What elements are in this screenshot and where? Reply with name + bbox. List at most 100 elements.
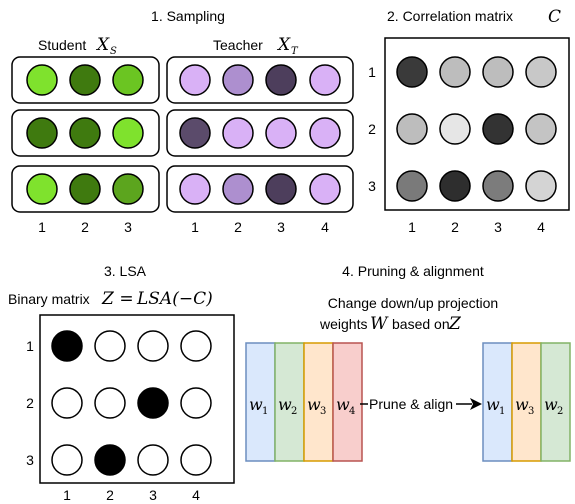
weight-label: w	[515, 395, 529, 414]
correlation-col-number: 4	[537, 219, 545, 235]
correlation-column-numbers: 1 2 3 4	[408, 219, 545, 235]
lsa-cell	[51, 444, 83, 476]
student-label: Student	[38, 37, 86, 53]
lsa-frame	[39, 314, 235, 484]
lsa-cell	[137, 330, 169, 362]
teacher-col-number: 4	[321, 219, 329, 235]
student-neuron	[112, 173, 144, 205]
weight-label: w	[544, 395, 558, 414]
correlation-row-number: 2	[368, 121, 376, 137]
pruning-caption-var: W	[370, 314, 389, 334]
pruning-caption-line1: Change down/up projection	[328, 295, 498, 311]
lsa-cell-selected	[137, 387, 169, 419]
weight-label: w	[307, 395, 321, 414]
lsa-row-numbers: 1 2 3	[26, 338, 34, 468]
student-sample-box	[11, 56, 160, 104]
student-neuron	[69, 64, 101, 96]
lsa-cell	[94, 387, 126, 419]
teacher-neuron	[309, 117, 341, 149]
lsa-caption-prefix: Binary matrix	[8, 291, 90, 307]
teacher-sub: T	[291, 46, 299, 57]
teacher-col-number: 2	[234, 219, 242, 235]
correlation-cell	[525, 170, 557, 202]
student-neuron	[26, 117, 58, 149]
correlation-cell	[396, 113, 428, 145]
teacher-neuron	[179, 117, 211, 149]
correlation-cell	[396, 56, 428, 88]
teacher-label: Teacher	[213, 37, 263, 53]
correlation-cell	[439, 170, 471, 202]
student-neuron	[69, 173, 101, 205]
lsa-col-number: 4	[192, 487, 200, 503]
weight-index: 4	[349, 406, 355, 417]
teacher-neuron	[265, 173, 297, 205]
teacher-neuron	[179, 173, 211, 205]
weight-index: 3	[528, 406, 534, 417]
weight-block	[482, 342, 513, 462]
teacher-column-numbers: 1 2 3 4	[191, 219, 329, 235]
correlation-title: 2. Correlation matrix	[387, 8, 513, 24]
teacher-neuron	[265, 117, 297, 149]
teacher-sample-box	[166, 56, 354, 104]
lsa-column-numbers: 1 2 3 4	[63, 487, 200, 503]
student-col-number: 1	[38, 219, 46, 235]
lsa-caption-rhs: LSA(−C)	[136, 289, 213, 309]
teacher-neuron	[222, 173, 254, 205]
student-sample-box	[11, 109, 160, 157]
prune-arrow-label: Prune & align	[369, 396, 453, 412]
teacher-neuron	[222, 64, 254, 96]
correlation-cell	[439, 56, 471, 88]
student-neuron	[112, 64, 144, 96]
correlation-row-number: 3	[368, 178, 376, 194]
teacher-neuron	[179, 64, 211, 96]
teacher-col-number: 3	[277, 219, 285, 235]
correlation-cell	[482, 113, 514, 145]
prune-arrow-head	[470, 398, 482, 410]
weight-block	[540, 342, 571, 462]
correlation-col-number: 2	[451, 219, 459, 235]
weight-label: w	[336, 395, 350, 414]
prune-arrow: Prune & align	[360, 396, 482, 412]
lsa-cell-selected	[94, 444, 126, 476]
lsa-row-number: 2	[26, 395, 34, 411]
teacher-samples	[166, 56, 354, 213]
lsa-row-number: 1	[26, 338, 34, 354]
lsa-cell	[180, 330, 212, 362]
weight-block	[245, 342, 276, 462]
correlation-var: C	[548, 7, 561, 27]
teacher-neuron	[265, 64, 297, 96]
weight-index: 2	[291, 406, 297, 417]
student-neuron	[26, 64, 58, 96]
teacher-sample-box	[166, 109, 354, 157]
lsa-caption-lhs: Z	[101, 289, 115, 309]
lsa-cells	[51, 330, 212, 476]
student-neuron	[69, 117, 101, 149]
correlation-cell	[525, 56, 557, 88]
teacher-sample-box	[166, 165, 354, 213]
correlation-heading: 2. Correlation matrix C	[387, 7, 561, 27]
student-samples	[11, 56, 160, 213]
pruning-title: 4. Pruning & alignment	[342, 263, 484, 279]
teacher-var: X	[276, 35, 291, 55]
teacher-col-number: 1	[191, 219, 199, 235]
lsa-cell	[51, 387, 83, 419]
student-col-number: 2	[81, 219, 89, 235]
lsa-col-number: 1	[63, 487, 71, 503]
correlation-col-number: 3	[494, 219, 502, 235]
weight-index: 1	[499, 406, 505, 417]
correlation-cell	[482, 56, 514, 88]
teacher-neuron	[309, 64, 341, 96]
correlation-row-numbers: 1 2 3	[368, 64, 376, 194]
student-neuron	[26, 173, 58, 205]
lsa-col-number: 3	[149, 487, 157, 503]
weight-block	[511, 342, 542, 462]
lsa-caption-eq: =	[114, 289, 139, 309]
student-column-numbers: 1 2 3	[38, 219, 132, 235]
weight-block	[274, 342, 305, 462]
pruning-caption-mid: based on	[392, 316, 450, 332]
correlation-frame	[384, 37, 570, 211]
weight-index: 3	[320, 406, 326, 417]
